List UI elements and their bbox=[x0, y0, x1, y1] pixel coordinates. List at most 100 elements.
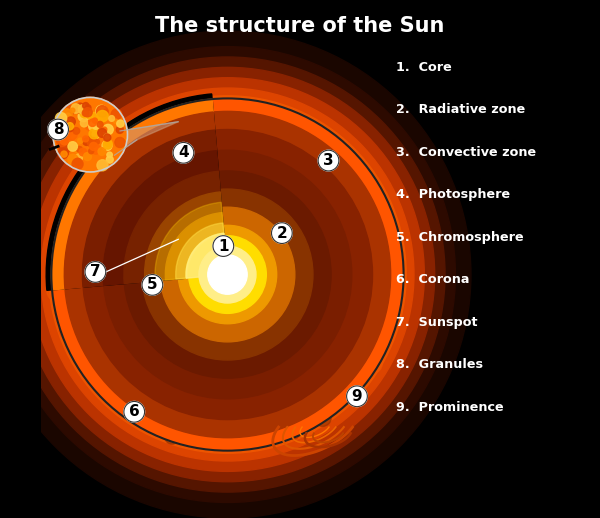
Circle shape bbox=[361, 295, 372, 307]
Circle shape bbox=[169, 298, 177, 306]
Circle shape bbox=[293, 155, 316, 178]
Circle shape bbox=[327, 350, 338, 362]
Circle shape bbox=[109, 379, 129, 399]
Circle shape bbox=[300, 365, 320, 385]
Circle shape bbox=[124, 401, 145, 422]
Circle shape bbox=[254, 395, 272, 412]
Circle shape bbox=[102, 140, 112, 151]
Circle shape bbox=[114, 325, 122, 334]
Circle shape bbox=[296, 228, 317, 251]
Wedge shape bbox=[145, 192, 222, 282]
Circle shape bbox=[342, 350, 364, 372]
Circle shape bbox=[122, 240, 132, 249]
Circle shape bbox=[311, 166, 321, 176]
Text: 4.  Photosphere: 4. Photosphere bbox=[396, 188, 510, 202]
Circle shape bbox=[280, 155, 287, 162]
Wedge shape bbox=[124, 171, 220, 283]
Circle shape bbox=[85, 119, 95, 131]
Circle shape bbox=[63, 291, 81, 308]
Circle shape bbox=[96, 105, 107, 117]
Circle shape bbox=[345, 377, 361, 393]
Circle shape bbox=[289, 334, 311, 355]
Circle shape bbox=[253, 325, 266, 338]
Circle shape bbox=[347, 386, 367, 407]
Circle shape bbox=[347, 191, 367, 211]
Circle shape bbox=[89, 149, 94, 154]
Circle shape bbox=[206, 381, 226, 400]
Circle shape bbox=[103, 109, 108, 114]
Circle shape bbox=[95, 139, 100, 144]
Circle shape bbox=[308, 165, 316, 172]
Circle shape bbox=[70, 108, 75, 112]
Circle shape bbox=[272, 223, 292, 243]
Circle shape bbox=[67, 110, 73, 116]
Circle shape bbox=[122, 299, 133, 311]
Circle shape bbox=[211, 130, 228, 147]
Circle shape bbox=[188, 417, 199, 428]
Circle shape bbox=[10, 57, 445, 492]
Circle shape bbox=[308, 281, 317, 290]
Circle shape bbox=[242, 152, 250, 160]
Circle shape bbox=[352, 343, 367, 358]
Circle shape bbox=[103, 150, 352, 399]
Circle shape bbox=[311, 135, 322, 146]
Circle shape bbox=[58, 125, 62, 131]
Circle shape bbox=[89, 119, 96, 126]
Circle shape bbox=[161, 135, 174, 147]
Circle shape bbox=[320, 175, 341, 196]
Circle shape bbox=[89, 142, 98, 150]
Circle shape bbox=[347, 228, 356, 237]
Circle shape bbox=[173, 405, 193, 425]
Circle shape bbox=[212, 259, 243, 290]
Circle shape bbox=[222, 141, 236, 155]
Wedge shape bbox=[64, 112, 215, 289]
Circle shape bbox=[85, 227, 95, 237]
Circle shape bbox=[64, 111, 391, 438]
Circle shape bbox=[161, 320, 168, 327]
Circle shape bbox=[128, 138, 138, 148]
Circle shape bbox=[320, 289, 335, 304]
Circle shape bbox=[206, 210, 222, 226]
Circle shape bbox=[142, 275, 163, 295]
Circle shape bbox=[199, 246, 256, 303]
Wedge shape bbox=[166, 212, 224, 280]
Text: 9: 9 bbox=[352, 389, 362, 404]
Circle shape bbox=[222, 270, 244, 292]
Circle shape bbox=[178, 235, 184, 241]
Circle shape bbox=[64, 105, 74, 115]
Circle shape bbox=[88, 136, 95, 143]
Circle shape bbox=[97, 106, 108, 117]
Circle shape bbox=[124, 171, 331, 378]
Circle shape bbox=[66, 117, 76, 126]
Circle shape bbox=[186, 364, 206, 383]
Circle shape bbox=[211, 273, 224, 286]
Circle shape bbox=[247, 169, 264, 186]
Circle shape bbox=[131, 261, 139, 268]
Circle shape bbox=[224, 408, 242, 426]
Circle shape bbox=[273, 333, 295, 355]
Circle shape bbox=[68, 154, 78, 165]
Circle shape bbox=[184, 134, 200, 151]
Circle shape bbox=[68, 183, 88, 204]
Circle shape bbox=[88, 228, 96, 237]
Circle shape bbox=[298, 132, 311, 145]
Circle shape bbox=[169, 414, 179, 424]
Circle shape bbox=[283, 352, 295, 364]
Circle shape bbox=[157, 304, 167, 314]
Circle shape bbox=[143, 134, 153, 143]
Circle shape bbox=[127, 151, 142, 166]
Circle shape bbox=[72, 135, 76, 139]
Circle shape bbox=[190, 222, 211, 243]
Circle shape bbox=[196, 384, 205, 393]
Circle shape bbox=[181, 242, 188, 250]
Circle shape bbox=[188, 236, 266, 313]
Circle shape bbox=[115, 137, 125, 148]
Circle shape bbox=[136, 225, 147, 236]
Circle shape bbox=[94, 118, 103, 127]
Wedge shape bbox=[46, 94, 227, 291]
Circle shape bbox=[92, 350, 101, 358]
Circle shape bbox=[61, 151, 67, 157]
Circle shape bbox=[218, 430, 236, 448]
Circle shape bbox=[260, 296, 276, 311]
Circle shape bbox=[263, 113, 285, 135]
